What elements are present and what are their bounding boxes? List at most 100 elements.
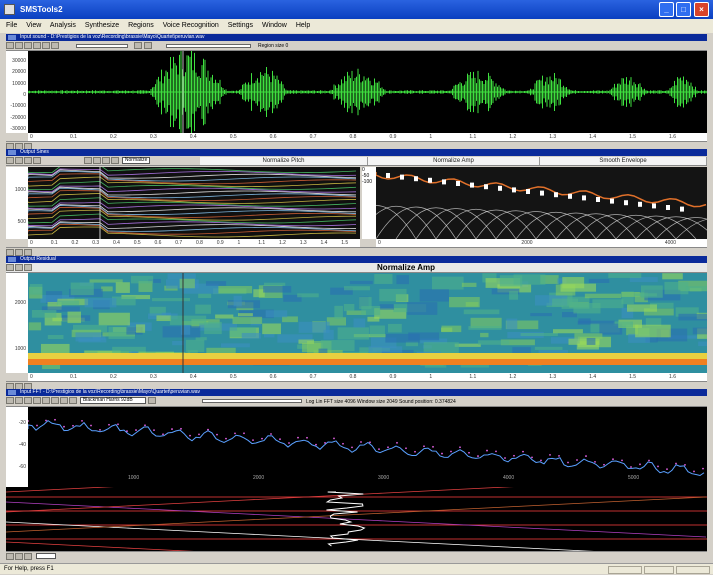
menu-settings[interactable]: Settings <box>227 22 254 29</box>
pencil-icon[interactable] <box>83 157 92 164</box>
residual-spectrogram[interactable] <box>28 273 707 373</box>
output-sines-pane-title[interactable]: Output Sines <box>6 149 707 156</box>
sines-spectrum-plot[interactable] <box>376 167 707 239</box>
stop-icon[interactable] <box>15 397 23 404</box>
menu-file[interactable]: File <box>6 22 18 29</box>
marker-icon[interactable] <box>101 157 110 164</box>
menu-regions[interactable]: Regions <box>128 22 154 29</box>
play-icon[interactable] <box>6 264 14 271</box>
settings-icon[interactable] <box>147 397 156 404</box>
stop-icon[interactable] <box>15 42 23 49</box>
fft-scroll-thumb[interactable] <box>36 553 56 559</box>
input-fft-pane-title[interactable]: Input FFT - D:\Prestigios de la voz\Reco… <box>6 389 707 396</box>
region-slider[interactable] <box>166 44 251 48</box>
x-tick-label: 0.5 <box>229 374 237 380</box>
zoom-in-icon[interactable] <box>24 157 32 164</box>
spectrogram-cell <box>621 307 634 319</box>
normalize-dropdown[interactable]: Normalize <box>121 157 151 164</box>
menu-voice-recognition[interactable]: Voice Recognition <box>162 22 219 29</box>
peak-marker <box>576 459 578 461</box>
filter-icon[interactable] <box>110 157 119 164</box>
sines-scroll-row[interactable] <box>6 247 707 256</box>
peak-marker <box>81 419 83 422</box>
play-icon[interactable] <box>6 42 14 49</box>
peak-marker <box>432 445 434 448</box>
tab-smooth-envelope[interactable]: Smooth Envelope <box>540 157 707 165</box>
spectrogram-cell <box>617 321 633 328</box>
select-icon[interactable] <box>60 397 68 404</box>
maximize-button[interactable]: □ <box>676 2 691 17</box>
x-tick-label: 1000 <box>128 475 140 481</box>
x-tick-label: 1.1 <box>469 374 477 380</box>
spectrogram-cell <box>588 278 610 283</box>
peak-marker <box>126 430 128 433</box>
zoom-in-icon[interactable] <box>42 397 50 404</box>
spectrogram-cell <box>47 335 64 340</box>
harmonic-marker <box>484 184 488 190</box>
spectrogram-cell <box>562 277 585 289</box>
harmonic-lobe <box>475 210 557 239</box>
harmonic-marker <box>680 206 684 212</box>
sine-track <box>28 170 357 182</box>
spectrogram-cell <box>692 327 707 335</box>
input-sound-pane-title[interactable]: Input sound - D:\Prestigios de la voz\Re… <box>6 34 707 41</box>
position-slider[interactable] <box>76 44 128 48</box>
tab-normalize-amp[interactable]: Normalize Amp <box>368 157 540 165</box>
fft-phase-plot[interactable] <box>6 487 707 551</box>
fft-scroll-row[interactable] <box>6 551 707 560</box>
sine-track <box>28 223 357 235</box>
harmonic-marker <box>428 177 432 183</box>
spectrogram-cell <box>359 297 372 309</box>
minimize-button[interactable]: _ <box>659 2 674 17</box>
tab-normalize-pitch[interactable]: Normalize Pitch <box>200 157 368 165</box>
zoom-fit-icon[interactable] <box>24 249 32 256</box>
menu-help[interactable]: Help <box>295 22 311 29</box>
residual-scroll-row[interactable] <box>6 381 707 390</box>
cursor-icon[interactable] <box>92 157 101 164</box>
harmonic-marker <box>414 176 418 182</box>
play-icon[interactable] <box>6 397 14 404</box>
menu-window[interactable]: Window <box>261 22 287 29</box>
menu-view[interactable]: View <box>26 22 42 29</box>
scroll-left-icon[interactable] <box>6 249 14 256</box>
window-type-select[interactable]: Blackman Harris 92dB <box>79 397 146 404</box>
sine-track <box>28 218 357 227</box>
fft-spectrum-plot[interactable] <box>28 407 707 487</box>
residual-x-axis: 0 0.1 0.2 0.3 0.4 0.5 0.6 0.7 0.8 0.9 1 1.1 1.2 1.3 1.… <box>28 373 707 381</box>
zoom-out-icon[interactable] <box>51 397 59 404</box>
menu-analysis[interactable]: Analysis <box>49 22 76 29</box>
window-titlebar[interactable]: SMSTools2 _ □ × <box>0 0 713 19</box>
spectrogram-cell <box>169 315 207 325</box>
menu-synthesize[interactable]: Synthesize <box>84 22 120 29</box>
cursor-icon[interactable] <box>24 397 32 404</box>
scroll-left-icon[interactable] <box>6 553 14 560</box>
zoom-out-icon[interactable] <box>33 157 41 164</box>
output-residual-pane-title[interactable]: Output Residual <box>6 256 707 263</box>
select-icon[interactable] <box>51 42 59 49</box>
marker-icon[interactable] <box>69 397 77 404</box>
sine-track <box>28 168 357 176</box>
scroll-right-icon[interactable] <box>15 249 23 256</box>
spectrogram-cell <box>67 311 81 324</box>
scroll-right-icon[interactable] <box>15 553 23 560</box>
stop-icon[interactable] <box>15 264 23 271</box>
loop-icon[interactable] <box>24 42 32 49</box>
sines-tracks-plot[interactable] <box>28 167 360 239</box>
input-waveform-plot[interactable] <box>28 51 707 133</box>
peak-marker <box>117 423 119 426</box>
sine-track <box>28 222 357 232</box>
zoom-icon[interactable] <box>24 264 32 271</box>
stop-icon[interactable] <box>15 157 23 164</box>
pencil-icon[interactable] <box>33 397 41 404</box>
peak-marker <box>531 456 533 459</box>
input-scroll-row[interactable] <box>6 141 707 150</box>
marker-icon[interactable] <box>134 42 142 49</box>
play-icon[interactable] <box>6 157 14 164</box>
fft-position-slider[interactable] <box>202 399 302 403</box>
spectrogram-cell <box>407 302 438 315</box>
zoom-fit-icon[interactable] <box>24 553 32 560</box>
zoom-out-icon[interactable] <box>42 42 50 49</box>
zoom-in-icon[interactable] <box>33 42 41 49</box>
close-button[interactable]: × <box>694 2 709 17</box>
record-icon[interactable] <box>144 42 152 49</box>
